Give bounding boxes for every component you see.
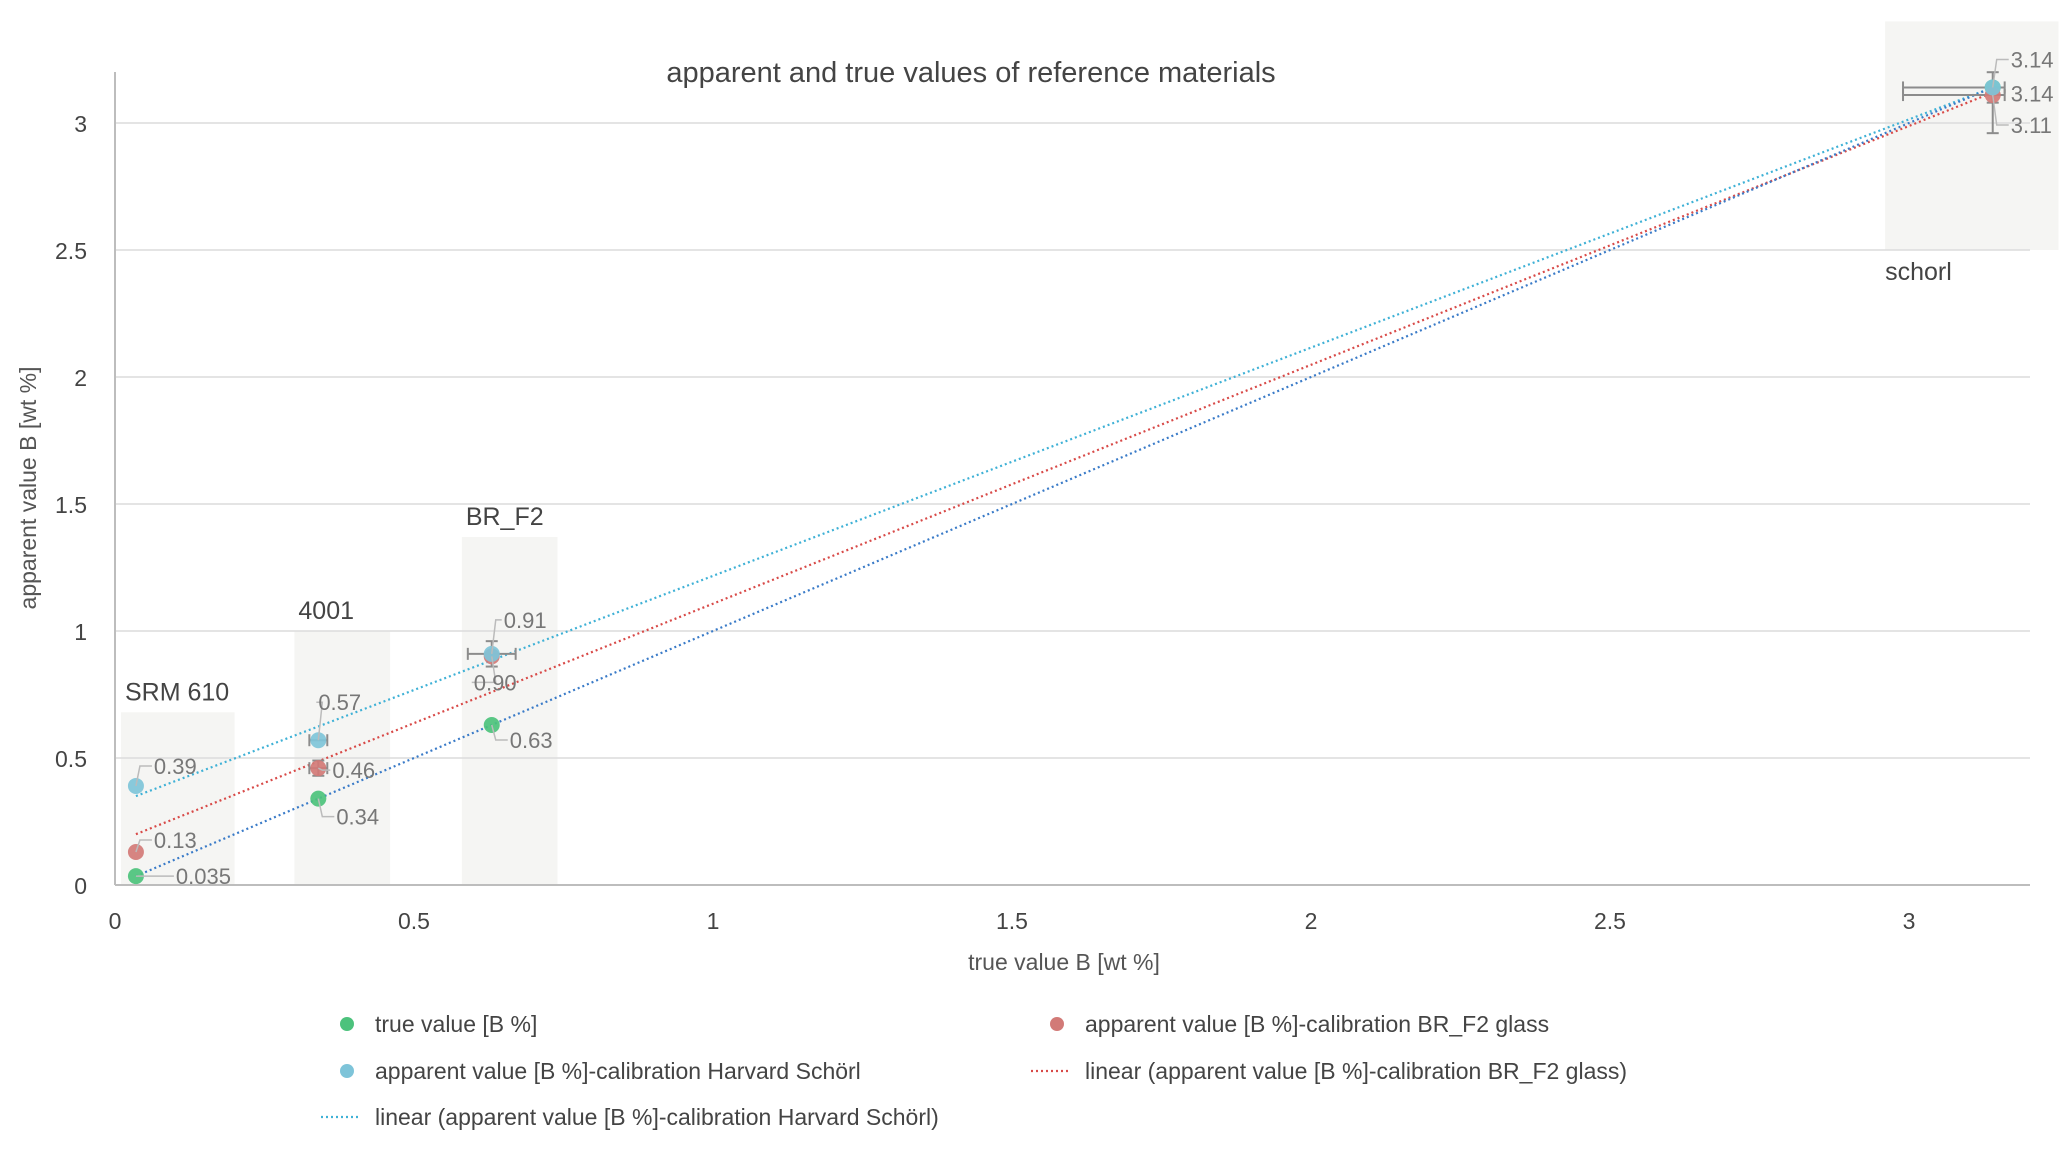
y-tick-label: 2.5 <box>55 238 87 264</box>
y-tick-label: 2 <box>74 365 87 391</box>
data-label: 0.34 <box>336 805 379 830</box>
data-label: 0.13 <box>154 828 197 853</box>
data-label: 0.91 <box>504 608 547 633</box>
data-label: 0.63 <box>510 728 553 753</box>
label-leader <box>471 656 497 684</box>
trendline <box>135 91 1994 836</box>
label-leader <box>135 839 152 853</box>
category-label: BR_F2 <box>466 503 544 531</box>
label-leader <box>491 724 508 741</box>
category-label: 4001 <box>298 597 354 625</box>
category-label: schorl <box>1885 258 1952 286</box>
category-band <box>1885 21 2059 251</box>
x-tick-label: 1 <box>707 908 720 934</box>
x-tick-label: 0.5 <box>398 908 430 934</box>
x-tick-label: 0 <box>109 908 122 934</box>
x-tick-label: 2.5 <box>1594 908 1626 934</box>
data-label: 0.46 <box>332 758 375 783</box>
trendline <box>135 86 1994 798</box>
legend: true value [B %] apparent value [B %]-cal… <box>321 1011 1627 1130</box>
y-axis-title: apparent value B [wt %] <box>15 367 41 610</box>
legend-label: linear (apparent value [B %]-calibration… <box>375 1104 939 1130</box>
data-label: 0.90 <box>474 670 517 695</box>
legend-label: apparent value [B %]-calibration Harvard… <box>375 1058 861 1084</box>
data-label: 3.14 <box>2011 47 2054 72</box>
legend-label: true value [B %] <box>375 1011 537 1037</box>
x-tick-label: 2 <box>1305 908 1318 934</box>
data-label: 3.11 <box>2011 113 2052 138</box>
x-tick-label: 1.5 <box>996 908 1028 934</box>
legend-marker <box>340 1017 354 1031</box>
y-tick-label: 0.5 <box>55 746 87 772</box>
chart-title: apparent and true values of reference ma… <box>666 57 1275 89</box>
label-leader <box>135 765 152 787</box>
label-leader <box>490 619 502 654</box>
category-band <box>461 537 558 885</box>
y-tick-label: 1 <box>74 619 87 645</box>
x-axis-title: true value B [wt %] <box>968 949 1160 975</box>
legend-marker <box>340 1064 354 1078</box>
label-leader <box>317 798 335 818</box>
data-label: 0.57 <box>318 690 361 715</box>
legend-label: linear (apparent value [B %]-calibration… <box>1085 1058 1627 1084</box>
y-tick-label: 1.5 <box>55 492 87 518</box>
x-tick-label: 3 <box>1903 908 1916 934</box>
label-leader <box>1991 94 2009 126</box>
label-leader <box>1991 58 2009 88</box>
y-tick-label: 3 <box>74 111 87 137</box>
data-label: 3.14 <box>2011 81 2054 106</box>
category-label: SRM 610 <box>125 678 229 706</box>
label-leader <box>317 767 331 771</box>
data-label: 0.39 <box>154 754 197 779</box>
y-tick-label: 0 <box>74 873 87 899</box>
trendline <box>135 86 1994 878</box>
data-label: 0.035 <box>176 864 231 889</box>
legend-label: apparent value [B %]-calibration BR_F2 g… <box>1085 1011 1549 1037</box>
label-leader <box>316 701 324 741</box>
legend-marker <box>1050 1017 1064 1031</box>
